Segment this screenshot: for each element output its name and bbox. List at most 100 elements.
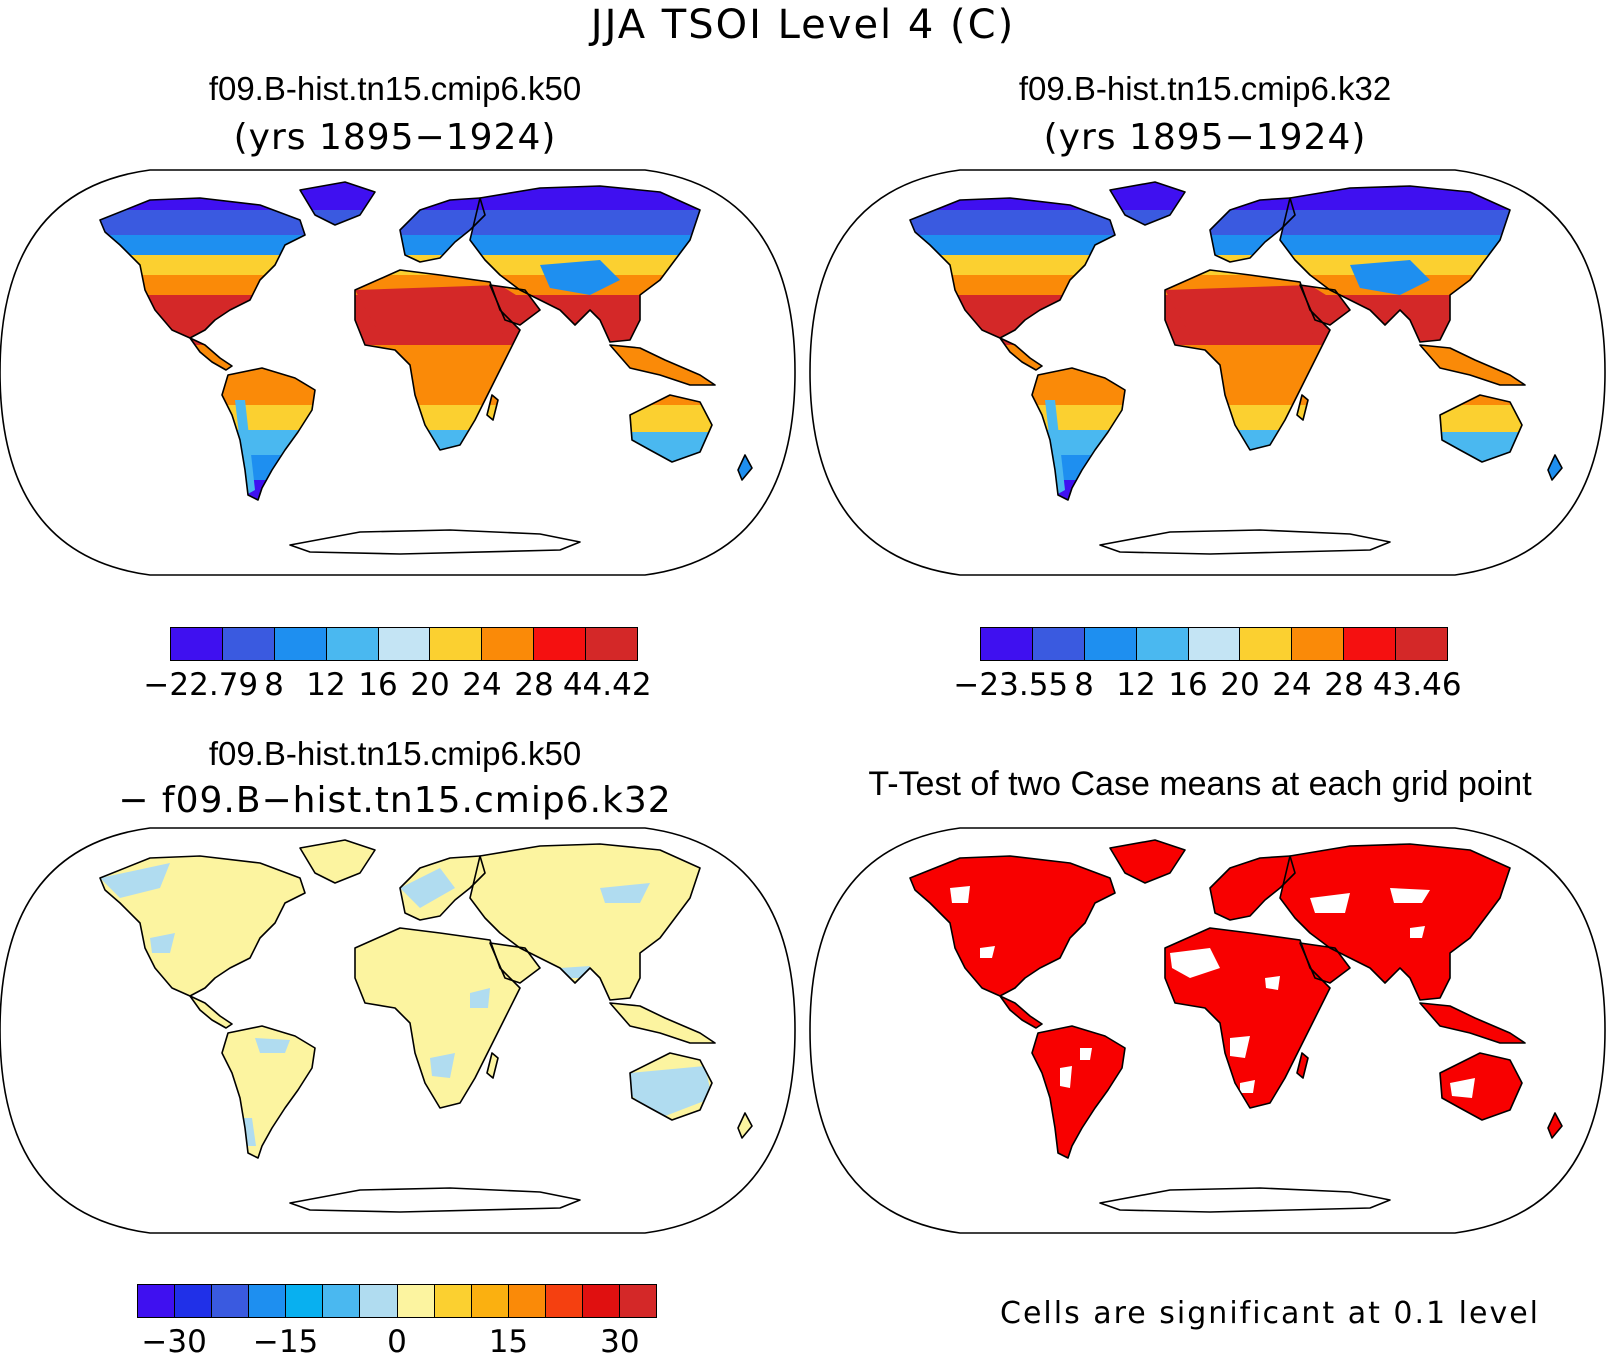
colorbar-diff	[137, 1284, 657, 1318]
coastline-seAsia	[1419, 1002, 1526, 1044]
colorbar-tick-label: 28	[514, 667, 554, 703]
colorbar-cell	[534, 628, 587, 660]
colorbar-cell	[434, 1285, 472, 1317]
colorbar-tick-label: −15	[252, 1324, 319, 1360]
coastline-antarctica	[289, 1187, 581, 1213]
colorbar-cell	[1084, 628, 1137, 660]
coastline-seAsia	[609, 344, 716, 386]
hot-region	[1165, 285, 1350, 335]
colorbar-cell	[471, 1285, 509, 1317]
coastline-australia	[629, 1052, 713, 1121]
coastline-centralAmerica	[189, 337, 233, 371]
cool-anomaly	[150, 933, 175, 953]
colorbar-tick-label: 12	[306, 667, 346, 703]
coastline-australia	[629, 394, 713, 463]
insignificant-gap	[1240, 1080, 1255, 1093]
coastline-greenland	[1109, 181, 1186, 226]
cool-anomaly	[255, 1038, 290, 1053]
colorbar-cell	[1032, 628, 1085, 660]
coastline-arabia	[1299, 284, 1351, 326]
colorbar-tick-label: 24	[1272, 667, 1312, 703]
colorbar-tick-label: −22.79	[143, 667, 259, 703]
coastline-antarctica	[289, 529, 581, 555]
andes-region	[1045, 400, 1065, 495]
cool-anomaly	[630, 1066, 712, 1118]
significance-note: Cells are significant at 0.1 level	[1000, 1296, 1541, 1331]
colorbar-cell	[138, 1285, 176, 1317]
temperature-band	[910, 210, 1562, 235]
panel-title-k32: f09.B-hist.tn15.cmip6.k32	[1018, 70, 1392, 107]
coastline-antarctica	[1099, 1187, 1391, 1213]
colorbar-cell	[1396, 628, 1448, 660]
coastline-northAmerica	[99, 197, 306, 339]
colorbar-k50	[170, 627, 638, 661]
colorbar-tick-label: 8	[1074, 667, 1094, 703]
colorbar-cell	[981, 628, 1033, 660]
insignificant-gap	[1080, 1048, 1092, 1060]
coastline-southAmerica	[1031, 1025, 1126, 1159]
colorbar-tick-label: 16	[358, 667, 398, 703]
colorbar-cell	[360, 1285, 398, 1317]
coastline-africa	[1164, 269, 1331, 451]
colorbar-cell	[175, 1285, 213, 1317]
colorbar-tick-label: 20	[410, 667, 450, 703]
coastline-europe	[399, 197, 486, 263]
coastline-madagascar	[1296, 394, 1309, 421]
coastline-asia	[1279, 843, 1511, 1001]
panel-title-k50: f09.B-hist.tn15.cmip6.k50	[208, 70, 582, 107]
colorbar-cell	[508, 1285, 546, 1317]
coastline-africa	[1164, 927, 1331, 1109]
map-k50	[0, 169, 796, 576]
colorbar-cell	[1292, 628, 1345, 660]
coastline-madagascar	[486, 394, 499, 421]
colorbar-cell	[323, 1285, 361, 1317]
colorbar-cell	[430, 628, 483, 660]
colorbar-cell	[1344, 628, 1397, 660]
insignificant-gap	[1390, 888, 1430, 903]
insignificant-gap	[950, 886, 970, 903]
colorbar-cell	[326, 628, 379, 660]
cool-anomaly	[400, 868, 455, 908]
coastline-australia	[1439, 1052, 1523, 1121]
colorbar-k32	[980, 627, 1448, 661]
coastline-greenland	[299, 839, 376, 884]
coastline-seAsia	[609, 1002, 716, 1044]
colorbar-cell	[586, 628, 638, 660]
coastline-greenland	[299, 181, 376, 226]
coastline-asia	[469, 185, 701, 343]
map-diff	[0, 827, 796, 1234]
cool-anomaly	[470, 988, 490, 1008]
australia-warm	[630, 418, 712, 432]
coastline-centralAmerica	[999, 337, 1043, 371]
panel-title-ttest: T-Test of two Case means at each grid po…	[868, 765, 1532, 803]
figure-title: JJA TSOI Level 4 (C)	[590, 2, 1016, 48]
andes-region	[235, 400, 255, 495]
coastline-northAmerica	[99, 855, 306, 997]
colorbar-cell	[212, 1285, 250, 1317]
colorbar-tick-label: 24	[462, 667, 502, 703]
coastline-arabia	[489, 284, 541, 326]
australia-warm	[1440, 418, 1522, 432]
colorbar-tick-label: 12	[1116, 667, 1156, 703]
coastline-nz	[1547, 454, 1563, 481]
hot-region	[355, 285, 540, 335]
coastline-europe	[1209, 855, 1296, 921]
coastline-asia	[1279, 185, 1511, 343]
coastline-madagascar	[486, 1052, 499, 1079]
coastline-africa	[354, 269, 521, 451]
insignificant-gap	[1410, 926, 1425, 938]
colorbar-cell	[286, 1285, 324, 1317]
insignificant-gap	[980, 946, 995, 958]
map-k32	[809, 169, 1606, 576]
coastline-arabia	[1299, 942, 1351, 984]
colorbar-cell	[545, 1285, 583, 1317]
coastline-nz	[1547, 1112, 1563, 1139]
panel-years-k50: (yrs 1895−1924)	[233, 117, 557, 158]
colorbar-tick-label: 16	[1168, 667, 1208, 703]
colorbar-cell	[582, 1285, 621, 1317]
plateau-region	[540, 260, 620, 295]
plateau-region	[1350, 260, 1430, 295]
panel-subtitle-diff: − f09.B−hist.tn15.cmip6.k32	[118, 780, 672, 821]
colorbar-tick-label: 30	[600, 1324, 640, 1360]
colorbar-cell	[378, 628, 431, 660]
